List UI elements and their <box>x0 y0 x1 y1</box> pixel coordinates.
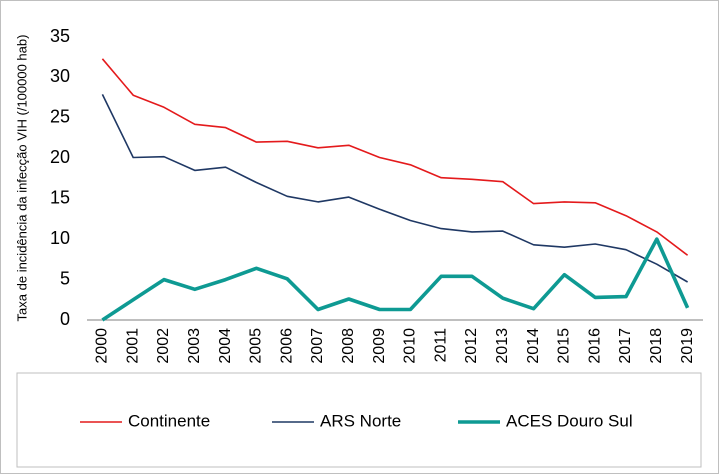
x-tick-label: 2016 <box>586 328 603 364</box>
x-tick-label: 2018 <box>648 328 665 364</box>
series-line-continente <box>101 58 689 256</box>
series-line-aces-douro-sul <box>101 237 690 322</box>
x-tick-label: 2008 <box>340 328 357 364</box>
x-tick-label: 2010 <box>402 328 419 364</box>
x-tick-label: 2004 <box>217 328 234 364</box>
x-tick-label: 2000 <box>94 328 111 364</box>
x-tick-label: 2005 <box>248 328 265 364</box>
y-tick-label: 5 <box>60 268 70 288</box>
y-tick-label: 20 <box>50 147 70 167</box>
legend-box <box>16 372 702 468</box>
y-tick-label: 15 <box>50 187 70 207</box>
y-axis-title: Taxa de incidência da infecção VIH (/100… <box>14 35 29 322</box>
x-tick-label: 2007 <box>309 328 326 364</box>
legend-label: Continente <box>128 411 210 430</box>
x-tick-label: 2011 <box>432 328 449 363</box>
x-tick-label: 2019 <box>679 328 696 364</box>
legend-label: ACES Douro Sul <box>506 411 633 430</box>
y-tick-label: 30 <box>50 66 70 86</box>
x-tick-label: 2017 <box>617 328 634 364</box>
legend-label: ARS Norte <box>320 411 401 430</box>
x-tick-label: 2013 <box>494 328 511 364</box>
y-tick-label: 10 <box>50 228 70 248</box>
x-tick-label: 2009 <box>371 328 388 364</box>
x-tick-label: 2006 <box>278 328 295 364</box>
y-tick-label: 0 <box>60 309 70 329</box>
x-tick-label: 2003 <box>186 328 203 364</box>
series-line-ars-norte <box>101 94 689 283</box>
x-tick-label: 2012 <box>463 328 480 364</box>
y-tick-label: 25 <box>50 107 70 127</box>
x-tick-label: 2014 <box>525 328 542 364</box>
y-tick-label: 35 <box>50 26 70 46</box>
x-tick-label: 2015 <box>556 328 573 364</box>
x-tick-label: 2002 <box>155 328 172 364</box>
x-tick-label: 2001 <box>124 328 141 364</box>
